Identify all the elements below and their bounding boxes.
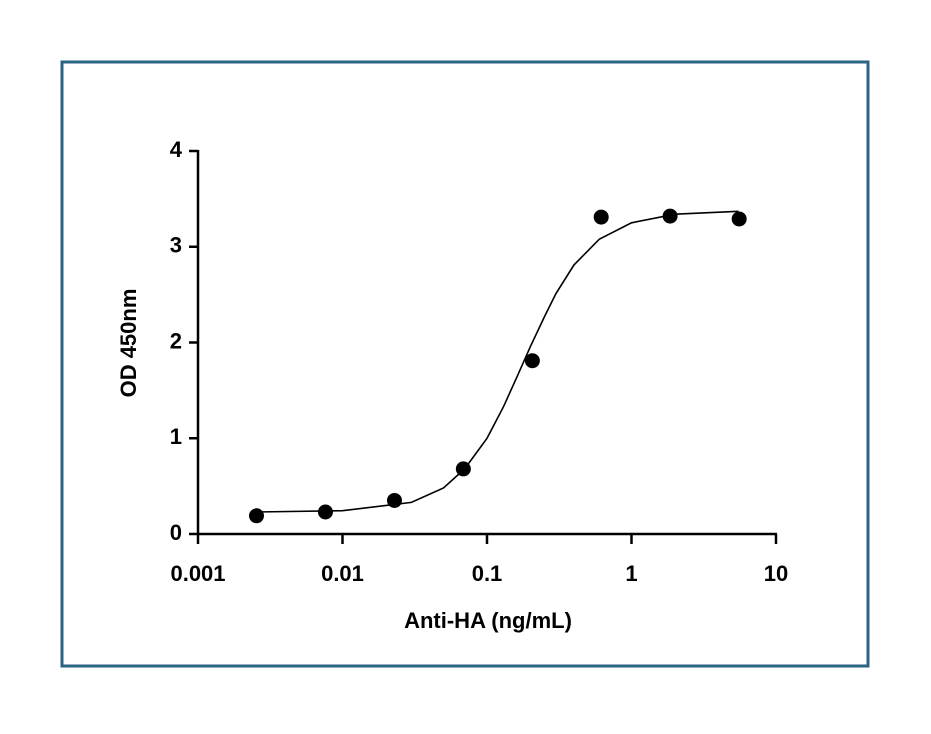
data-point: [248, 508, 264, 524]
x-tick-label: 0.01: [321, 561, 364, 586]
x-tick-label: 0.001: [170, 561, 225, 586]
y-tick-label: 4: [170, 137, 183, 162]
fit-curve: [255, 210, 739, 513]
y-tick-label: 3: [170, 233, 182, 258]
data-point: [317, 504, 333, 520]
data-point: [455, 461, 471, 477]
x-axis-label: Anti-HA (ng/mL): [404, 608, 572, 633]
data-point: [593, 209, 609, 225]
y-tick-label: 0: [170, 520, 182, 545]
y-tick-label: 2: [170, 328, 182, 353]
data-point: [524, 353, 540, 369]
frame: [60, 60, 870, 668]
y-axis-label: OD 450nm: [116, 289, 141, 398]
data-point: [662, 208, 678, 224]
x-tick-label: 10: [764, 561, 788, 586]
x-tick-label: 1: [625, 561, 637, 586]
data-point: [386, 492, 402, 508]
data-point: [731, 211, 747, 227]
y-tick-label: 1: [170, 424, 182, 449]
x-tick-label: 0.1: [472, 561, 503, 586]
